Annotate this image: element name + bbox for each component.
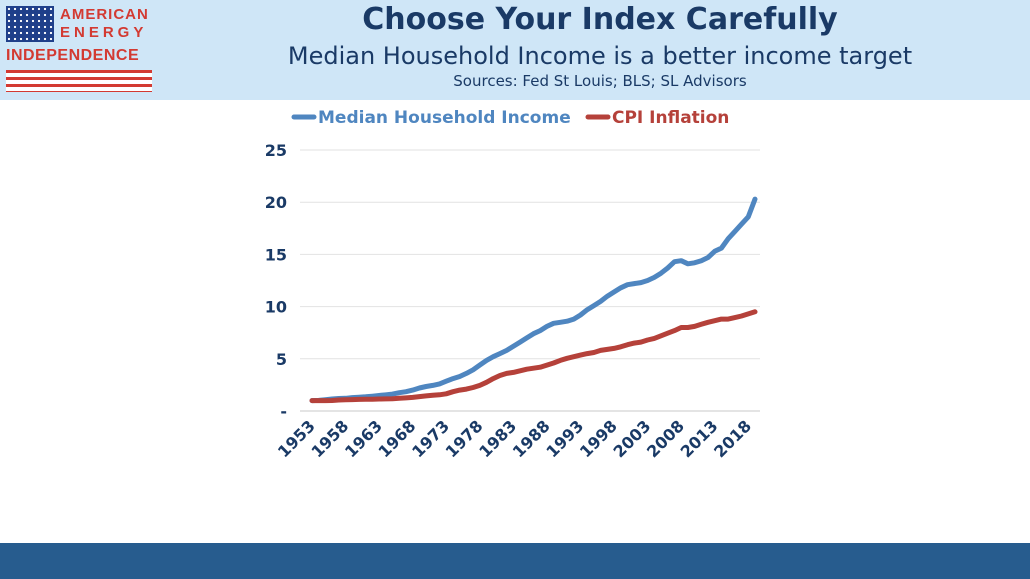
sources-note: Sources: Fed St Louis; BLS; SL Advisors (453, 72, 747, 90)
x-tick-label: 1993 (542, 416, 587, 461)
x-tick-label: 1968 (375, 416, 420, 461)
x-tick-label: 1983 (475, 416, 520, 461)
y-tick-label: 5 (276, 350, 287, 369)
y-tick-label: - (280, 402, 287, 421)
y-tick-label: 15 (265, 245, 287, 264)
x-tick-label: 1963 (341, 416, 386, 461)
series-line-0 (309, 196, 758, 404)
x-tick-label: 2008 (643, 416, 688, 461)
page-subtitle: Median Household Income is a better inco… (287, 42, 913, 70)
x-tick-label: 2003 (610, 416, 655, 461)
y-axis-ticks: - 5 10 15 20 25 (265, 141, 287, 421)
footer-bar (0, 543, 1030, 579)
x-tick-label: 1978 (442, 416, 487, 461)
y-tick-label: 25 (265, 141, 287, 160)
legend-label: Median Household Income (318, 108, 571, 128)
legend-label: CPI Inflation (612, 108, 729, 128)
header-banner: AMERICAN ENERGY INDEPENDENCE Choose Your… (0, 0, 1030, 100)
x-tick-label: 1953 (274, 416, 319, 461)
us-flag-icon (6, 6, 54, 42)
x-tick-label: 2018 (710, 416, 755, 461)
logo-stripes (6, 70, 152, 92)
logo-text-energy: ENERGY (60, 24, 148, 41)
x-axis-ticks: 1953195819631968197319781983198819931998… (274, 416, 755, 461)
gridlines (300, 149, 760, 412)
x-tick-label: 1998 (576, 416, 621, 461)
logo-text-american: AMERICAN (60, 6, 149, 23)
logo-text-independence: INDEPENDENCE (6, 47, 140, 64)
x-tick-label: 1958 (307, 416, 352, 461)
page-title: Choose Your Index Carefully (362, 2, 838, 37)
x-tick-label: 1973 (408, 416, 453, 461)
legend: Median Household Income CPI Inflation (291, 108, 729, 128)
y-tick-label: 20 (265, 193, 287, 212)
y-tick-label: 10 (265, 298, 287, 317)
series-lines (309, 196, 758, 404)
x-tick-label: 2013 (677, 416, 722, 461)
series-line-1 (309, 309, 758, 404)
x-tick-label: 1988 (509, 416, 554, 461)
american-energy-independence-logo: AMERICAN ENERGY INDEPENDENCE (6, 6, 154, 94)
